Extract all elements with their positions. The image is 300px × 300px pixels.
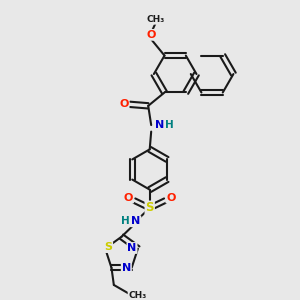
Text: CH₃: CH₃ bbox=[128, 291, 147, 300]
Text: H: H bbox=[165, 120, 174, 130]
Text: S: S bbox=[104, 242, 112, 252]
Text: O: O bbox=[166, 193, 176, 202]
Text: O: O bbox=[146, 30, 156, 40]
Text: N: N bbox=[122, 263, 131, 273]
Text: N: N bbox=[128, 243, 136, 253]
Text: N: N bbox=[155, 120, 164, 130]
Text: O: O bbox=[119, 99, 129, 109]
Text: N: N bbox=[131, 216, 140, 226]
Text: S: S bbox=[146, 202, 154, 214]
Text: O: O bbox=[124, 193, 133, 202]
Text: CH₃: CH₃ bbox=[146, 15, 165, 24]
Text: H: H bbox=[121, 216, 130, 226]
